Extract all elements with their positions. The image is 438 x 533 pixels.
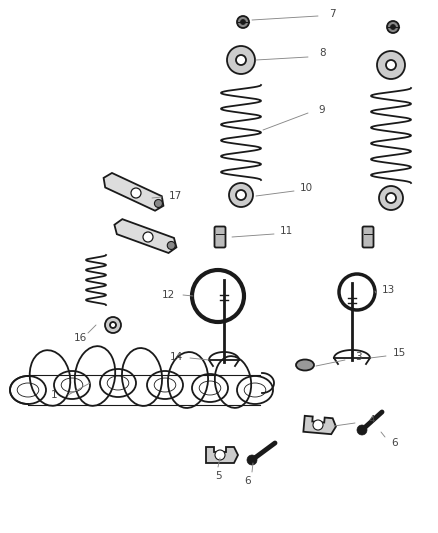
Circle shape [386, 60, 396, 70]
Text: 14: 14 [170, 352, 183, 362]
Circle shape [379, 186, 403, 210]
Text: 13: 13 [381, 285, 395, 295]
Text: 11: 11 [279, 226, 293, 236]
Polygon shape [304, 416, 336, 434]
Text: 3: 3 [355, 352, 361, 362]
Text: 6: 6 [245, 476, 251, 486]
Text: 10: 10 [300, 183, 313, 193]
FancyBboxPatch shape [363, 227, 374, 247]
Circle shape [377, 51, 405, 79]
Text: 1: 1 [51, 390, 57, 400]
Circle shape [143, 232, 153, 242]
Circle shape [229, 183, 253, 207]
Text: 16: 16 [74, 333, 87, 343]
Ellipse shape [296, 359, 314, 370]
FancyBboxPatch shape [215, 227, 226, 247]
Circle shape [357, 425, 367, 435]
Circle shape [236, 55, 246, 65]
Polygon shape [104, 173, 163, 211]
Circle shape [110, 322, 116, 328]
Text: 5: 5 [215, 471, 221, 481]
Polygon shape [114, 219, 177, 253]
Circle shape [105, 317, 121, 333]
Polygon shape [206, 447, 238, 463]
Circle shape [131, 188, 141, 198]
Circle shape [155, 199, 162, 207]
Circle shape [227, 46, 255, 74]
Circle shape [391, 25, 396, 29]
Circle shape [167, 241, 175, 249]
Text: 8: 8 [320, 48, 326, 58]
Circle shape [240, 20, 246, 25]
Circle shape [387, 21, 399, 33]
Text: 12: 12 [161, 290, 175, 300]
Text: 17: 17 [168, 191, 182, 201]
Text: 9: 9 [319, 105, 325, 115]
Circle shape [215, 450, 225, 460]
Text: 15: 15 [392, 348, 406, 358]
Circle shape [247, 455, 257, 465]
Circle shape [386, 193, 396, 203]
Text: 4: 4 [369, 415, 375, 425]
Text: 7: 7 [328, 9, 336, 19]
Circle shape [237, 16, 249, 28]
Circle shape [313, 420, 323, 430]
Circle shape [236, 190, 246, 200]
Text: 6: 6 [392, 438, 398, 448]
